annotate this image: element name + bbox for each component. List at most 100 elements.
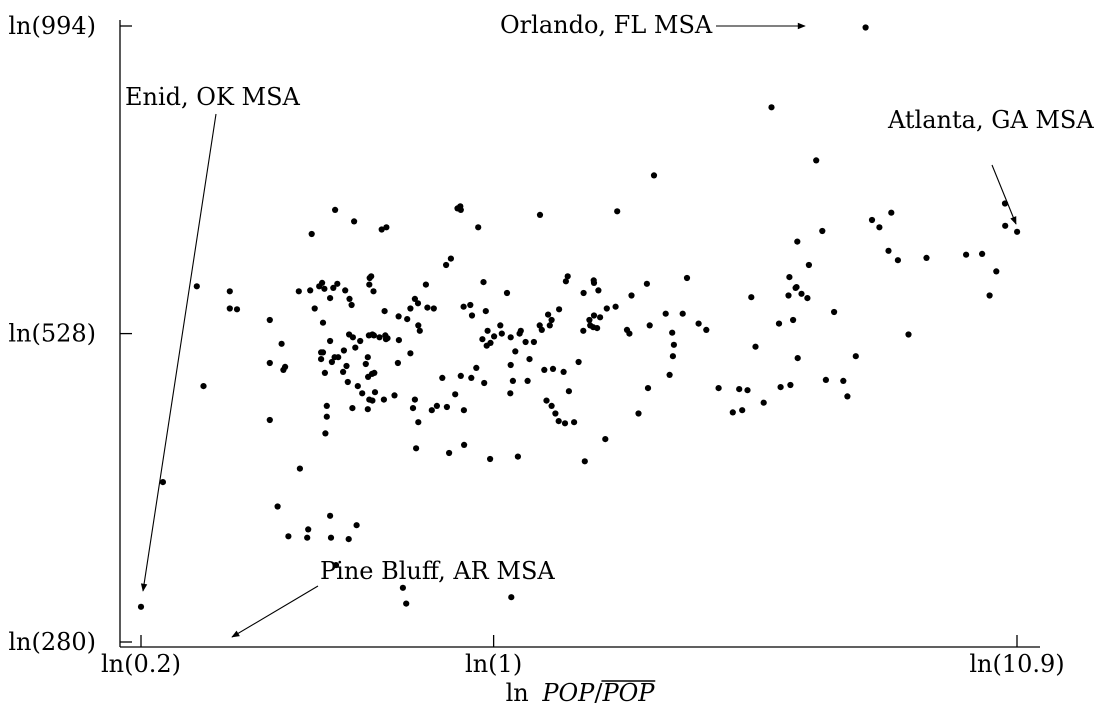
data-point — [840, 377, 847, 384]
data-point — [323, 402, 330, 409]
data-point — [894, 257, 902, 264]
data-point — [370, 288, 377, 295]
data-point — [491, 333, 498, 340]
data-point — [650, 172, 658, 179]
data-point — [482, 308, 489, 315]
data-point — [308, 230, 315, 238]
data-point — [394, 359, 401, 367]
data-point — [614, 208, 621, 215]
data-point — [428, 407, 435, 414]
data-point — [565, 388, 573, 395]
data-point — [330, 284, 337, 291]
data-point — [777, 384, 784, 391]
data-point — [332, 562, 340, 569]
annotations: Orlando, FL MSA Enid, OK MSA Atlanta, GA M… — [125, 11, 1094, 638]
data-point — [594, 325, 601, 332]
data-point — [378, 226, 385, 233]
data-point — [457, 372, 464, 379]
data-point — [468, 312, 476, 319]
data-point — [353, 522, 360, 529]
data-point — [285, 533, 292, 540]
data-point — [748, 294, 755, 301]
data-point — [447, 255, 454, 262]
data-point — [404, 316, 411, 323]
data-point — [480, 279, 487, 286]
data-point — [703, 326, 710, 333]
data-point — [545, 311, 552, 318]
y-tick-label: ln(280) — [8, 628, 96, 656]
x-tick-label: ln(10.9) — [969, 650, 1064, 678]
data-point — [319, 319, 327, 326]
data-point — [590, 279, 598, 286]
data-point — [366, 281, 373, 288]
data-point — [752, 343, 759, 350]
x-tick-label: ln(0.2) — [101, 650, 181, 678]
data-point — [266, 359, 273, 367]
data-point — [590, 312, 598, 319]
data-point — [586, 316, 593, 324]
data-point — [266, 316, 273, 324]
data-point — [344, 378, 351, 386]
data-point — [526, 356, 533, 363]
data-point — [305, 526, 312, 533]
x-axis-title-denominator: POP — [601, 679, 655, 707]
data-point — [888, 209, 895, 216]
data-point — [862, 24, 869, 31]
data-point — [460, 407, 467, 414]
data-point — [487, 455, 494, 463]
data-point — [323, 413, 330, 420]
data-point — [233, 306, 241, 313]
data-point — [662, 310, 669, 317]
data-point — [415, 322, 422, 329]
data-point — [335, 354, 342, 361]
data-point — [274, 503, 281, 510]
data-point — [963, 251, 970, 258]
data-point — [739, 407, 746, 414]
data-point — [695, 320, 702, 327]
data-point — [555, 418, 562, 425]
y-tick-label: ln(528) — [8, 320, 96, 348]
data-point — [403, 600, 410, 607]
annotation-label: Orlando, FL MSA — [500, 11, 713, 39]
data-point — [159, 479, 166, 486]
data-point — [790, 316, 797, 324]
data-point — [670, 341, 678, 348]
data-point — [282, 363, 289, 370]
data-point — [635, 410, 642, 417]
data-point — [852, 353, 859, 360]
data-point — [564, 273, 571, 280]
data-points — [137, 24, 1021, 610]
data-point — [786, 274, 793, 281]
data-point — [422, 281, 429, 288]
data-point — [509, 377, 516, 384]
data-point — [340, 347, 347, 354]
data-point — [541, 366, 548, 373]
data-point — [226, 305, 233, 312]
data-point — [395, 313, 402, 320]
data-point — [327, 534, 335, 541]
x-tick-label: ln(1) — [465, 650, 522, 678]
data-point — [311, 305, 318, 312]
data-point — [328, 358, 335, 366]
data-point — [1014, 228, 1021, 235]
annotation-arrow — [231, 585, 319, 638]
data-point — [193, 283, 200, 290]
data-point — [787, 381, 794, 389]
data-point — [580, 289, 587, 297]
data-point — [805, 261, 813, 269]
data-point — [349, 405, 356, 412]
data-point — [321, 285, 328, 292]
data-point — [522, 338, 529, 346]
x-axis-title-separator: / — [594, 679, 603, 707]
data-point — [411, 295, 418, 302]
data-point — [775, 320, 783, 327]
data-point — [439, 374, 446, 381]
data-point — [785, 292, 792, 299]
data-point — [380, 396, 387, 403]
x-axis-title-prefix: ln — [506, 679, 529, 707]
data-point — [643, 280, 651, 287]
data-point — [575, 358, 582, 366]
data-point — [546, 322, 553, 329]
data-point — [391, 392, 398, 399]
x-axis-title: ln POP/POP — [506, 679, 656, 707]
